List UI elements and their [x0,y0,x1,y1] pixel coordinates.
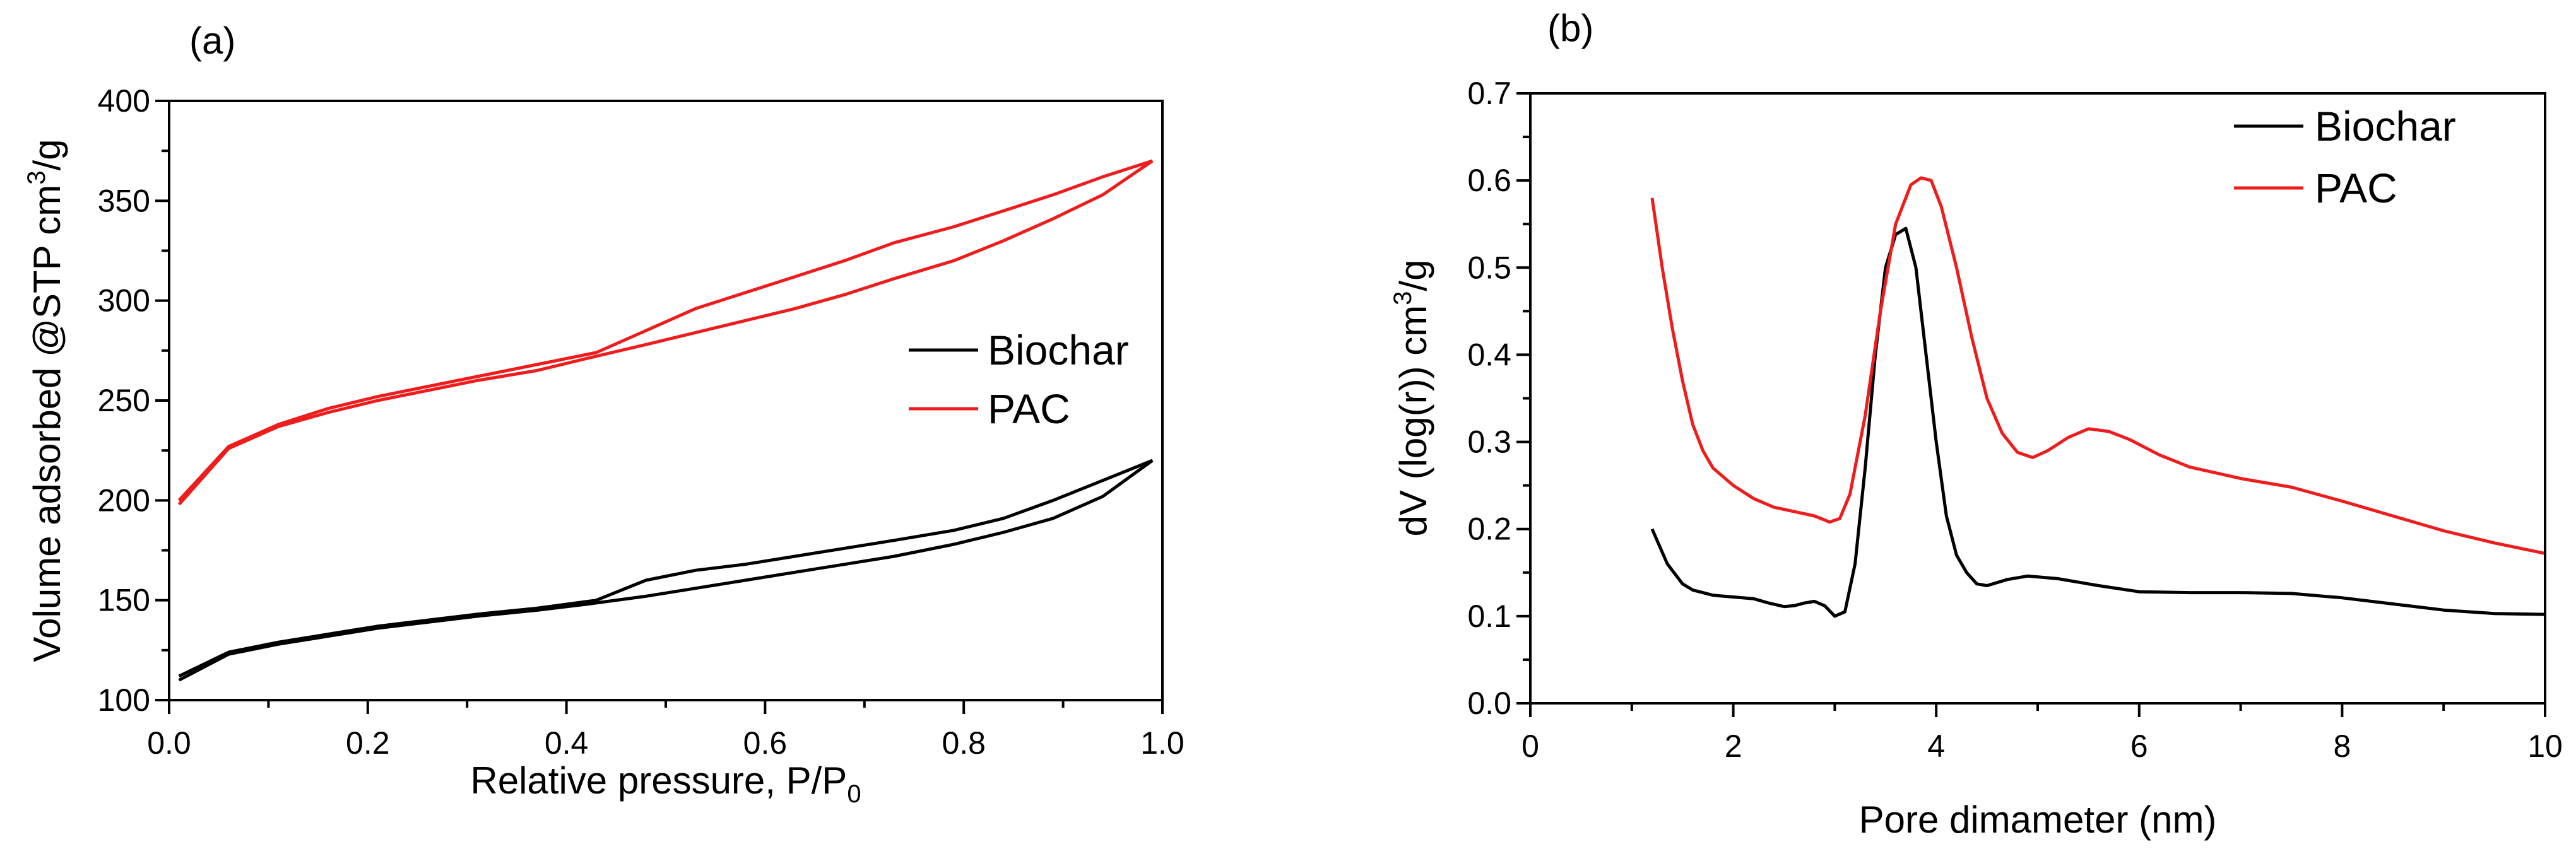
panel-b-y-tick-label: 0.2 [1467,512,1511,547]
panel-b-x-axis-title: Pore dimameter (nm) [1859,799,2217,841]
panel-b-legend: Biochar PAC [2234,103,2456,211]
panel-a-x-tick-label: 0.2 [346,725,390,761]
panel-a-x-tick-label: 0.8 [942,725,986,761]
panel-b-y-tick-label: 0.4 [1467,337,1511,372]
panel-b-label: (b) [1547,7,1593,49]
panel-b-series [1650,176,2546,618]
panel-a-y-tick-label: 250 [98,383,150,418]
panel-b-x-tick-label: 4 [1927,728,1945,764]
panel-a-series-biochar-adsorption [178,459,1154,682]
panel-b-series-biochar-curve [1650,226,2546,618]
panel-b-y-tick-label: 0.0 [1467,686,1511,721]
panel-b-pore-size-chart: (b) 0 2 4 6 8 10 0.0 0.1 0.2 0.3 0.4 0.5 0.6 0.7 Pore… [1389,7,2563,841]
panel-a-x-tick-label: 0.4 [545,725,589,761]
panel-a-label: (a) [189,20,235,62]
panel-a-series-biochar-desorption [178,459,1154,678]
panel-a-x-tick-label: 1.0 [1140,725,1185,761]
panel-a-y-tick-label: 400 [98,83,150,119]
panel-b-ticks: 0 2 4 6 8 10 0.0 0.1 0.2 0.3 0.4 0.5 0.6 0.7 [1467,76,2562,764]
panel-a-legend-label-pac: PAC [988,385,1070,432]
panel-a-y-axis-title: Volume adsorbed @STP cm3/g [23,139,68,662]
panel-b-y-tick-label: 0.1 [1467,599,1511,634]
panel-a-y-tick-label: 150 [98,583,150,618]
panel-a-series-pac-desorption [177,159,1154,501]
panel-a-ticks: 0.0 0.2 0.4 0.6 0.8 1.0 100 150 200 250 300 350 400 [98,83,1185,761]
panel-a-plot-frame [168,100,1164,701]
panel-a-legend: Biochar PAC [909,327,1129,432]
panel-b-x-tick-label: 2 [1725,728,1742,764]
panel-b-x-tick-label: 6 [2130,728,2148,764]
panel-a-series [177,159,1154,682]
panel-b-x-tick-label: 8 [2333,728,2351,764]
panel-a-isotherm-chart: (a) 0.0 0.2 0.4 0.6 0.8 1.0 100 150 200 250 300 350… [23,20,1185,808]
panel-a-y-tick-label: 100 [98,682,150,718]
panel-b-y-tick-label: 0.6 [1467,163,1511,198]
panel-b-plot-frame [1529,92,2546,705]
panel-b-y-tick-label: 0.7 [1467,76,1511,111]
panel-a-x-tick-label: 0.0 [147,725,191,761]
panel-a-series-pac-adsorption [177,159,1154,506]
panel-b-legend-label-pac: PAC [2315,165,2397,211]
panel-a-y-tick-label: 200 [98,483,150,518]
panel-a-x-tick-label: 0.6 [743,725,788,761]
panel-a-y-tick-label: 300 [98,283,150,319]
panel-b-y-tick-label: 0.5 [1467,250,1511,285]
panel-b-y-tick-label: 0.3 [1467,424,1511,460]
panel-b-y-axis-title: dV (log(r)) cm3/g [1389,260,1434,537]
panel-b-x-tick-label: 10 [2527,728,2563,764]
panel-a-legend-label-biochar: Biochar [988,327,1129,373]
panel-b-x-tick-label: 0 [1521,728,1539,764]
panel-a-y-tick-label: 350 [98,183,150,218]
panel-b-legend-label-biochar: Biochar [2315,103,2456,149]
panel-b-series-pac-curve [1650,176,2546,555]
panel-a-x-axis-title: Relative pressure, P/P0 [470,759,861,808]
